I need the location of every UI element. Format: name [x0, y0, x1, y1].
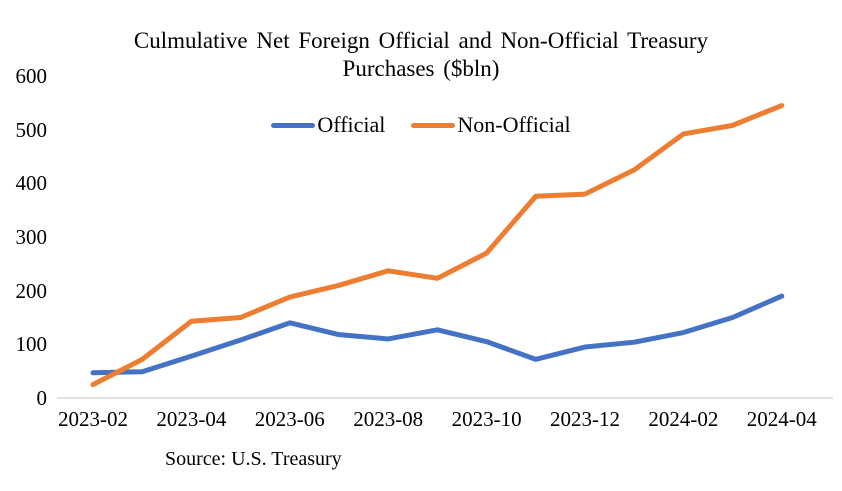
- x-tick-label: 2024-02: [648, 407, 719, 431]
- x-tick-label: 2023-02: [58, 407, 128, 431]
- legend-label: Official: [317, 112, 386, 137]
- x-tick-label: 2023-08: [353, 407, 424, 431]
- source-note: Source: U.S. Treasury: [165, 448, 342, 470]
- y-tick-label: 600: [15, 64, 48, 88]
- x-tick-label: 2023-06: [254, 407, 325, 431]
- y-tick-label: 500: [15, 117, 48, 142]
- y-tick-label: 200: [15, 278, 48, 303]
- series-line-non-official: [90, 103, 785, 388]
- y-tick-label: 300: [15, 225, 48, 249]
- x-tick-label: 2024-04: [746, 407, 817, 431]
- chart-legend: Official Non-Official: [0, 112, 842, 138]
- chart-title: Culmulative Net Foreign Official and Non…: [60, 27, 782, 83]
- legend-label: Non-Official: [457, 112, 571, 137]
- x-tick-label: 2023-10: [451, 407, 522, 431]
- legend-item-non-official: Non-Official: [411, 112, 571, 138]
- y-tick-label: 0: [36, 386, 48, 410]
- x-tick-label: 2023-04: [156, 407, 227, 431]
- x-tick-label: 2023-12: [550, 407, 620, 431]
- chart-title-line2: Purchases ($bln): [342, 56, 500, 81]
- chart-title-line1: Culmulative Net Foreign Official and Non…: [133, 28, 709, 53]
- y-tick-label: 100: [15, 332, 48, 357]
- legend-swatch-icon: [411, 122, 456, 128]
- y-tick-label: 400: [15, 171, 48, 196]
- legend-swatch-icon: [271, 122, 316, 128]
- series-line-official: [90, 293, 785, 376]
- legend-item-official: Official: [271, 112, 385, 138]
